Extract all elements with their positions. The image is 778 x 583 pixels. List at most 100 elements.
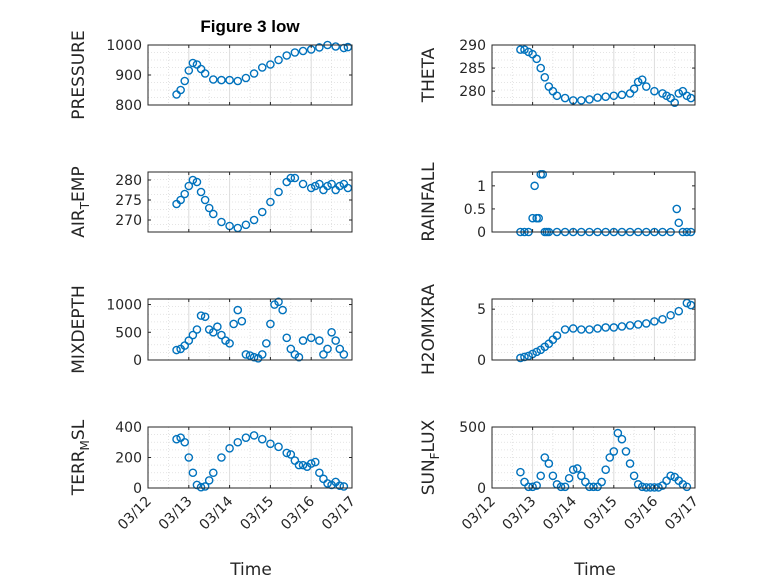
data-point [196,311,206,320]
data-point [319,350,328,359]
data-point [597,477,606,487]
data-point [249,431,259,440]
y-tick-label: 800 [115,98,142,114]
data-point [294,352,304,362]
data-point [180,189,190,199]
data-point [585,325,594,334]
data-point [637,482,647,492]
data-point [180,437,190,447]
x-tick-label: 03/12 [459,494,499,534]
data-point [617,90,627,100]
data-point [233,76,243,86]
data-point [335,481,345,491]
x-axis-label-right: Time [573,560,616,580]
data-point [184,336,194,345]
data-point [282,51,292,60]
data-point [528,213,537,223]
data-point [266,319,275,329]
data-point [208,327,218,337]
data-point [282,448,292,458]
data-point [577,471,586,481]
data-point [589,482,598,492]
data-point [204,476,214,485]
data-point [241,73,251,83]
data-point [323,181,332,191]
data-point [629,84,639,94]
data-point [196,187,206,197]
data-point [306,183,316,193]
data-point [249,215,259,225]
data-point [564,473,574,483]
data-point [585,95,594,104]
data-point [666,310,675,320]
data-point [286,173,296,183]
data-point [538,170,548,179]
x-tick-label: 03/17 [662,494,702,534]
axes-box [491,426,696,489]
y-tick-label: 270 [115,213,142,229]
x-tick-label: 03/17 [319,494,359,534]
data-point [540,453,550,462]
data-point [560,325,570,334]
y-axis-label-air-temp: AIRTEMP [69,166,92,237]
data-point [286,344,296,354]
data-point [266,60,275,69]
axes-box [147,298,353,361]
data-point [593,324,602,333]
x-tick-label: 03/16 [621,493,661,533]
data-point [540,73,550,82]
data-point [315,468,324,478]
data-point [641,483,651,492]
data-point [217,453,226,462]
data-point [617,434,627,444]
y-tick-label: 280 [459,84,486,100]
data-point [188,175,198,185]
data-point [233,437,243,447]
series-markers [516,45,696,107]
data-point [548,471,558,481]
data-point [650,86,659,96]
x-axis-label-left: Time [229,560,272,580]
data-point [601,323,610,332]
x-tick-label: 03/16 [278,493,318,533]
data-point [532,347,541,357]
y-axis-label-theta: THETA [419,47,439,103]
data-point [552,91,562,101]
data-point [568,324,578,333]
data-point [585,482,594,492]
y-axis-label-rainfall: RAINFALL [419,162,439,242]
data-point [225,339,234,348]
series-markers [172,431,349,492]
data-point [249,69,259,78]
x-tick-label: 03/13 [500,494,540,534]
data-point [544,459,554,468]
data-point [192,177,202,187]
data-point [532,54,541,64]
data-point [257,63,267,72]
y-axis-label-terr-msl: TERRMSL [69,419,92,496]
y-tick-label: 0 [477,481,486,497]
data-point [204,203,214,213]
data-point [290,48,300,57]
data-point [172,345,181,355]
data-point [556,482,566,492]
data-point [233,305,243,315]
data-point [274,297,283,307]
data-point [609,91,619,101]
data-point [184,181,194,191]
data-point [298,179,308,189]
data-point [516,467,525,477]
data-point [672,204,682,214]
data-point [331,336,340,345]
data-point [625,459,635,468]
data-point [674,306,684,316]
y-tick-label: 275 [115,193,142,209]
data-point [184,66,194,75]
y-tick-label: 1 [477,179,486,195]
data-point [536,471,546,481]
data-point [241,220,251,230]
y-tick-label: 5 [477,302,486,318]
y-tick-label: 285 [459,61,486,77]
data-point [572,464,582,473]
